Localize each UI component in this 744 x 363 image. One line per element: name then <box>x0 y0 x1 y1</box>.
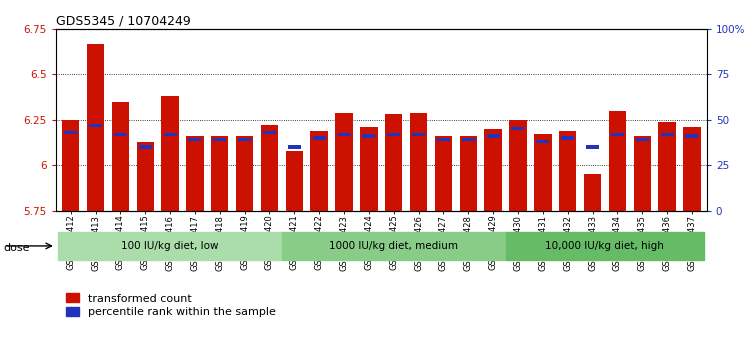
Bar <box>437 138 450 142</box>
Bar <box>505 232 705 260</box>
Text: 100 IU/kg diet, low: 100 IU/kg diet, low <box>121 241 219 251</box>
Legend: transformed count, percentile rank within the sample: transformed count, percentile rank withi… <box>61 289 280 322</box>
Bar <box>58 232 282 260</box>
Bar <box>186 136 204 211</box>
Bar <box>460 136 477 211</box>
Bar <box>211 136 228 211</box>
Bar <box>188 138 202 142</box>
Text: dose: dose <box>4 242 31 253</box>
Text: 10,000 IU/kg diet, high: 10,000 IU/kg diet, high <box>545 241 664 251</box>
Bar <box>635 138 649 142</box>
Bar <box>261 125 278 211</box>
Bar <box>62 120 80 211</box>
Bar <box>385 114 403 211</box>
Bar <box>609 111 626 211</box>
Bar <box>312 136 326 139</box>
Bar <box>462 138 475 142</box>
Bar <box>64 131 77 134</box>
Bar <box>658 122 676 211</box>
Bar <box>236 136 254 211</box>
Bar <box>661 133 673 136</box>
Bar <box>89 124 102 127</box>
Bar <box>288 146 301 149</box>
Bar <box>112 102 129 211</box>
Bar <box>683 127 701 211</box>
Bar <box>161 96 179 211</box>
Bar <box>586 146 599 149</box>
Bar <box>487 134 500 138</box>
Bar <box>138 146 152 149</box>
Bar <box>484 129 501 211</box>
Bar <box>559 131 577 211</box>
Text: 1000 IU/kg diet, medium: 1000 IU/kg diet, medium <box>330 241 458 251</box>
Bar <box>137 142 154 211</box>
Bar <box>434 136 452 211</box>
Text: GDS5345 / 10704249: GDS5345 / 10704249 <box>56 15 190 28</box>
Bar <box>685 134 699 138</box>
Bar <box>310 131 328 211</box>
Bar <box>412 133 425 136</box>
Bar <box>214 138 226 142</box>
Bar <box>387 133 400 136</box>
Bar <box>534 134 551 211</box>
Bar <box>114 133 127 136</box>
Bar <box>263 131 276 134</box>
Bar <box>633 136 651 211</box>
Bar <box>584 174 601 211</box>
Bar <box>561 136 574 139</box>
Bar <box>360 127 377 211</box>
Bar <box>611 133 624 136</box>
Bar <box>511 127 525 130</box>
Bar <box>536 140 549 143</box>
Bar <box>286 151 303 211</box>
Bar <box>87 44 104 211</box>
Bar <box>336 113 353 211</box>
Bar <box>362 134 376 138</box>
Bar <box>164 133 176 136</box>
Bar <box>282 232 505 260</box>
Bar <box>338 133 350 136</box>
Bar <box>238 138 251 142</box>
Bar <box>509 120 527 211</box>
Bar <box>410 113 427 211</box>
